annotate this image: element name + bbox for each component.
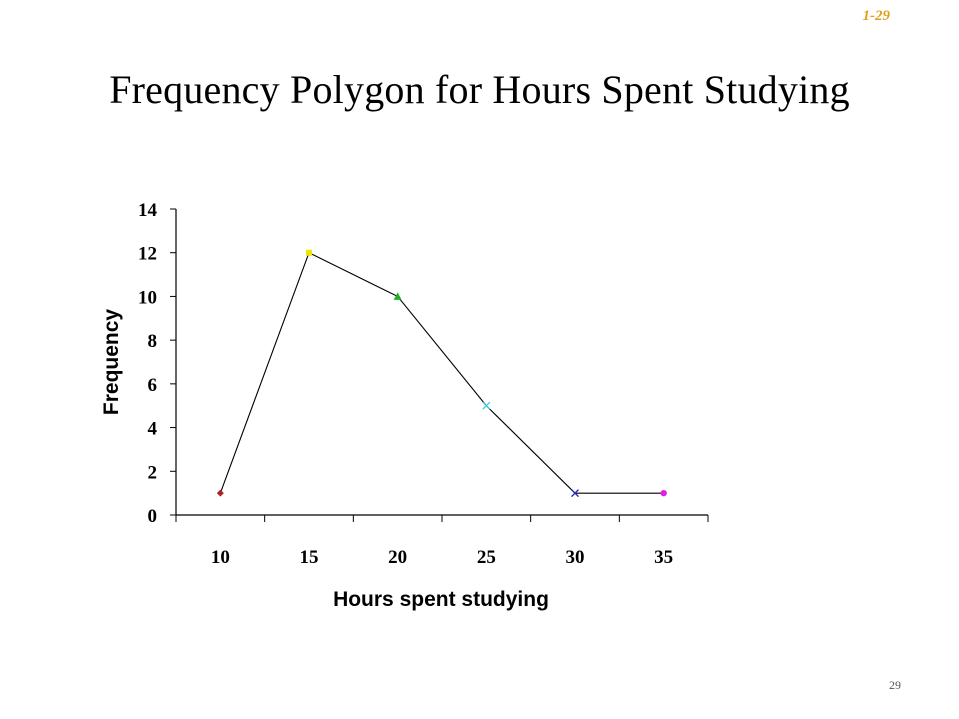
x-tick-label: 10 [211, 547, 230, 568]
data-point-marker [216, 489, 224, 497]
data-point-marker [482, 401, 491, 410]
y-tick-label: 12 [138, 244, 157, 265]
data-point-marker [660, 489, 667, 497]
y-tick-label: 10 [138, 287, 157, 308]
data-point-marker [306, 249, 312, 256]
x-axis-title: Hours spent studying [333, 588, 549, 611]
series-markers [216, 249, 667, 498]
y-axis-title: Frequency [100, 309, 123, 416]
data-point-marker [393, 292, 402, 300]
x-tick-label: 35 [654, 547, 673, 568]
marker-stroke [482, 401, 491, 410]
x-axis-ticks: 10 15 20 25 30 35 [175, 515, 709, 568]
y-tick-label: 0 [148, 506, 158, 527]
y-tick-label: 6 [148, 375, 158, 396]
x-tick-label: 20 [388, 547, 407, 568]
slide-title: Frequency Polygon for Hours Spent Studyi… [109, 67, 850, 112]
page-number: 29 [889, 678, 901, 692]
x-tick-label: 30 [566, 547, 585, 568]
y-tick-label: 4 [148, 419, 158, 440]
data-point-marker [571, 489, 579, 498]
y-tick-label: 8 [148, 331, 158, 352]
marker-stroke [571, 489, 579, 498]
x-tick-label: 25 [477, 547, 496, 568]
y-tick-label: 14 [138, 200, 158, 221]
x-tick-label: 15 [300, 547, 319, 568]
axes [175, 209, 708, 516]
series-line [219, 251, 664, 494]
slide-code: 1-29 [862, 8, 891, 24]
y-tick-label: 2 [148, 462, 158, 483]
series-line-layer [219, 251, 664, 494]
y-axis-ticks: 0 2 4 6 8 10 12 14 [138, 200, 176, 527]
